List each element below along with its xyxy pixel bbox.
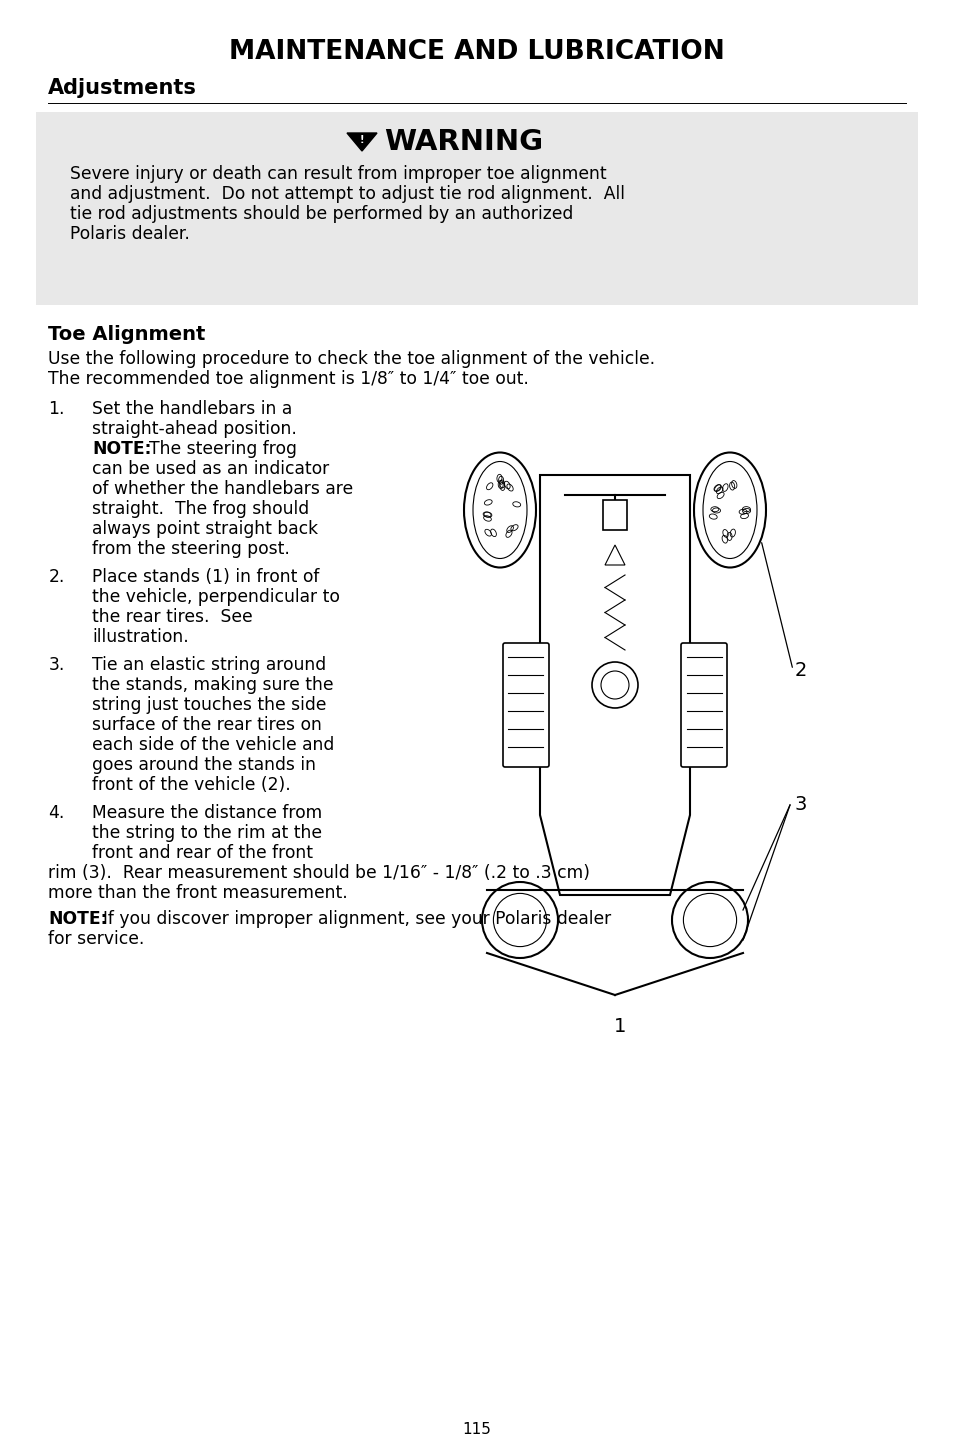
Ellipse shape [592, 662, 638, 708]
Text: 3.: 3. [49, 656, 65, 675]
Text: Use the following procedure to check the toe alignment of the vehicle.: Use the following procedure to check the… [48, 350, 655, 368]
Ellipse shape [481, 883, 558, 958]
Text: illustration.: illustration. [91, 628, 189, 646]
Text: string just touches the side: string just touches the side [91, 696, 326, 714]
Text: surface of the rear tires on: surface of the rear tires on [91, 715, 321, 734]
Text: Place stands (1) in front of: Place stands (1) in front of [91, 569, 319, 586]
Text: and adjustment.  Do not attempt to adjust tie rod alignment.  All: and adjustment. Do not attempt to adjust… [70, 185, 624, 204]
Text: the vehicle, perpendicular to: the vehicle, perpendicular to [91, 587, 339, 606]
Text: the stands, making sure the: the stands, making sure the [91, 676, 334, 694]
Text: front and rear of the front: front and rear of the front [91, 843, 313, 862]
Polygon shape [347, 132, 376, 151]
Text: MAINTENANCE AND LUBRICATION: MAINTENANCE AND LUBRICATION [229, 39, 724, 65]
Polygon shape [539, 475, 689, 896]
Ellipse shape [693, 452, 765, 567]
Text: each side of the vehicle and: each side of the vehicle and [91, 736, 334, 755]
Text: from the steering post.: from the steering post. [91, 539, 290, 558]
Ellipse shape [473, 461, 526, 558]
Text: Adjustments: Adjustments [48, 79, 196, 97]
Text: 3: 3 [794, 795, 806, 814]
Text: 1: 1 [613, 1016, 625, 1037]
Text: 115: 115 [462, 1422, 491, 1438]
Text: NOTE:: NOTE: [48, 910, 108, 928]
Text: Severe injury or death can result from improper toe alignment: Severe injury or death can result from i… [70, 164, 606, 183]
Text: WARNING: WARNING [384, 128, 542, 156]
Text: always point straight back: always point straight back [91, 521, 317, 538]
Text: straight.  The frog should: straight. The frog should [91, 500, 309, 518]
Text: front of the vehicle (2).: front of the vehicle (2). [91, 776, 291, 794]
Text: 1.: 1. [49, 400, 65, 417]
Text: 4.: 4. [49, 804, 65, 822]
Text: the string to the rim at the: the string to the rim at the [91, 824, 322, 842]
Text: the rear tires.  See: the rear tires. See [91, 608, 253, 627]
Text: tie rod adjustments should be performed by an authorized: tie rod adjustments should be performed … [70, 205, 573, 222]
Text: If you discover improper alignment, see your Polaris dealer: If you discover improper alignment, see … [91, 910, 611, 928]
Text: Set the handlebars in a: Set the handlebars in a [91, 400, 292, 417]
Text: !: ! [359, 135, 364, 145]
Bar [602, 500, 626, 531]
Text: Measure the distance from: Measure the distance from [91, 804, 322, 822]
Text: goes around the stands in: goes around the stands in [91, 756, 315, 774]
Text: for service.: for service. [48, 931, 144, 948]
Ellipse shape [463, 452, 536, 567]
Text: Tie an elastic string around: Tie an elastic string around [91, 656, 326, 675]
Ellipse shape [600, 670, 628, 699]
Polygon shape [604, 545, 624, 566]
Ellipse shape [702, 461, 757, 558]
Text: The recommended toe alignment is 1/8″ to 1/4″ toe out.: The recommended toe alignment is 1/8″ to… [48, 369, 528, 388]
Text: NOTE:: NOTE: [91, 441, 152, 458]
Text: rim (3).  Rear measurement should be 1/16″ - 1/8″ (.2 to .3 cm): rim (3). Rear measurement should be 1/16… [48, 864, 589, 883]
FancyBboxPatch shape [680, 643, 726, 768]
Text: can be used as an indicator: can be used as an indicator [91, 459, 329, 478]
FancyBboxPatch shape [502, 643, 548, 768]
Ellipse shape [671, 883, 747, 958]
Text: of whether the handlebars are: of whether the handlebars are [91, 480, 353, 499]
Text: straight-ahead position.: straight-ahead position. [91, 420, 296, 438]
Bar [36, 112, 917, 305]
Text: Toe Alignment: Toe Alignment [48, 326, 205, 345]
Text: Polaris dealer.: Polaris dealer. [70, 225, 190, 243]
Text: 2: 2 [794, 660, 806, 679]
Text: more than the front measurement.: more than the front measurement. [48, 884, 348, 901]
Text: The steering frog: The steering frog [138, 441, 296, 458]
Text: 2.: 2. [49, 569, 65, 586]
